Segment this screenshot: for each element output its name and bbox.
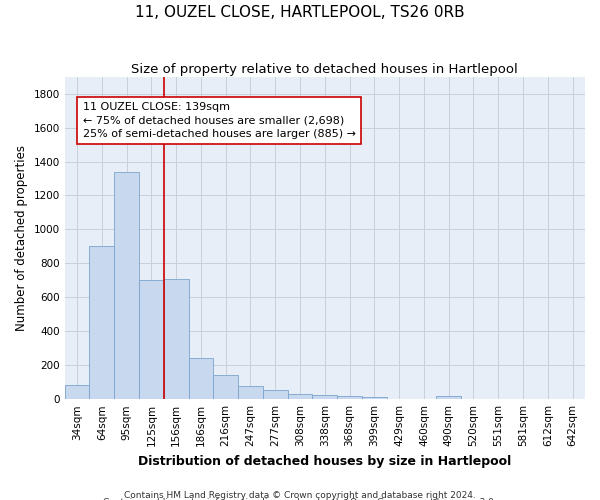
Bar <box>362 396 387 399</box>
Bar <box>238 386 263 399</box>
Bar <box>139 280 164 399</box>
Bar <box>337 396 362 399</box>
Bar <box>89 246 114 399</box>
Title: Size of property relative to detached houses in Hartlepool: Size of property relative to detached ho… <box>131 62 518 76</box>
Bar <box>114 172 139 399</box>
Text: Contains public sector information licensed under the Open Government Licence v3: Contains public sector information licen… <box>103 498 497 500</box>
Y-axis label: Number of detached properties: Number of detached properties <box>15 145 28 331</box>
Bar <box>164 278 188 399</box>
Bar <box>287 394 313 399</box>
Bar <box>313 395 337 399</box>
Bar <box>188 358 214 399</box>
Bar <box>65 386 89 399</box>
X-axis label: Distribution of detached houses by size in Hartlepool: Distribution of detached houses by size … <box>138 454 511 468</box>
Bar <box>263 390 287 399</box>
Text: 11, OUZEL CLOSE, HARTLEPOOL, TS26 0RB: 11, OUZEL CLOSE, HARTLEPOOL, TS26 0RB <box>135 5 465 20</box>
Bar <box>436 396 461 399</box>
Text: 11 OUZEL CLOSE: 139sqm
← 75% of detached houses are smaller (2,698)
25% of semi-: 11 OUZEL CLOSE: 139sqm ← 75% of detached… <box>83 102 356 139</box>
Bar <box>214 376 238 399</box>
Text: Contains HM Land Registry data © Crown copyright and database right 2024.: Contains HM Land Registry data © Crown c… <box>124 490 476 500</box>
